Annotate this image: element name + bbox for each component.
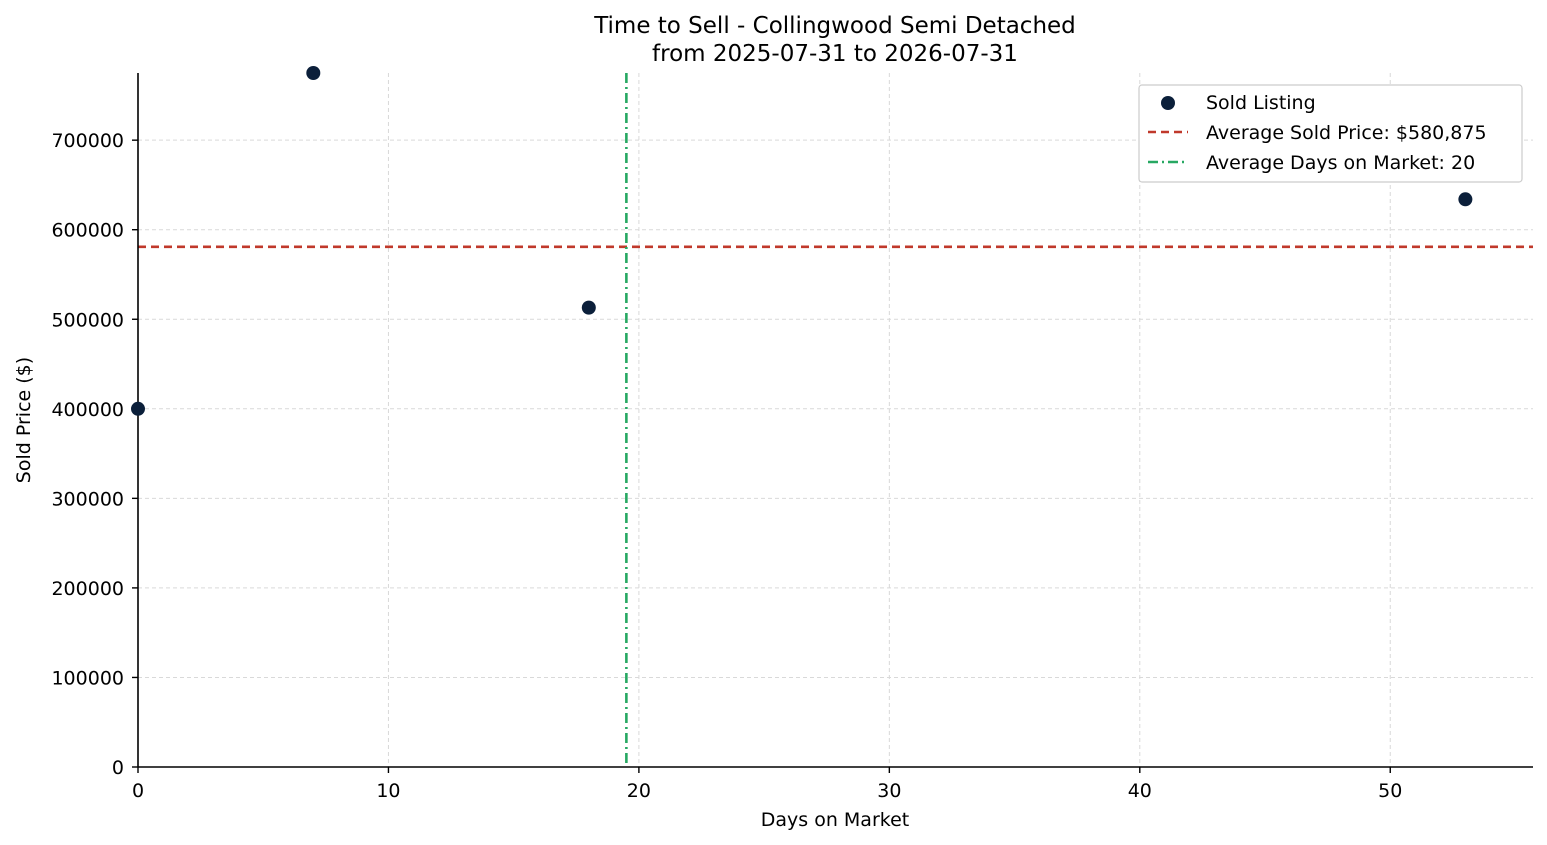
x-tick-label: 50 — [1378, 780, 1402, 802]
y-tick-label: 100000 — [51, 667, 124, 689]
reference-lines — [138, 73, 1533, 767]
x-axis-label: Days on Market — [761, 809, 909, 831]
legend-label-avg-price: Average Sold Price: $580,875 — [1206, 122, 1487, 144]
data-point — [1458, 192, 1473, 207]
data-point — [131, 401, 145, 416]
y-tick-label: 200000 — [51, 578, 124, 600]
chart-title: Time to Sell - Collingwood Semi Detached — [593, 13, 1076, 39]
y-tick-label: 500000 — [51, 309, 124, 331]
chart-subtitle: from 2025-07-31 to 2026-07-31 — [652, 41, 1018, 67]
data-points — [131, 66, 1473, 416]
y-tick-label: 400000 — [51, 399, 124, 421]
legend: Sold Listing Average Sold Price: $580,87… — [1138, 84, 1523, 183]
axes: 0 10 20 30 40 50 0 100000 200000 300000 400000 5000… — [51, 73, 1533, 802]
x-tick-label: 10 — [376, 780, 400, 802]
y-tick-label: 600000 — [51, 220, 124, 242]
x-tick-label: 30 — [877, 780, 901, 802]
data-point — [306, 66, 321, 80]
y-tick-label: 300000 — [51, 488, 124, 510]
y-tick-label: 0 — [112, 757, 124, 779]
y-axis-label: Sold Price ($) — [13, 357, 35, 483]
legend-marker-sold-listing — [1161, 96, 1175, 110]
x-tick-label: 0 — [132, 780, 144, 802]
legend-label-sold-listing: Sold Listing — [1206, 92, 1316, 114]
y-tick-label: 700000 — [51, 130, 124, 152]
legend-box — [1138, 84, 1523, 183]
x-tick-label: 40 — [1128, 780, 1152, 802]
x-tick-label: 20 — [627, 780, 651, 802]
data-point — [581, 300, 596, 315]
legend-label-avg-days: Average Days on Market: 20 — [1206, 152, 1475, 174]
